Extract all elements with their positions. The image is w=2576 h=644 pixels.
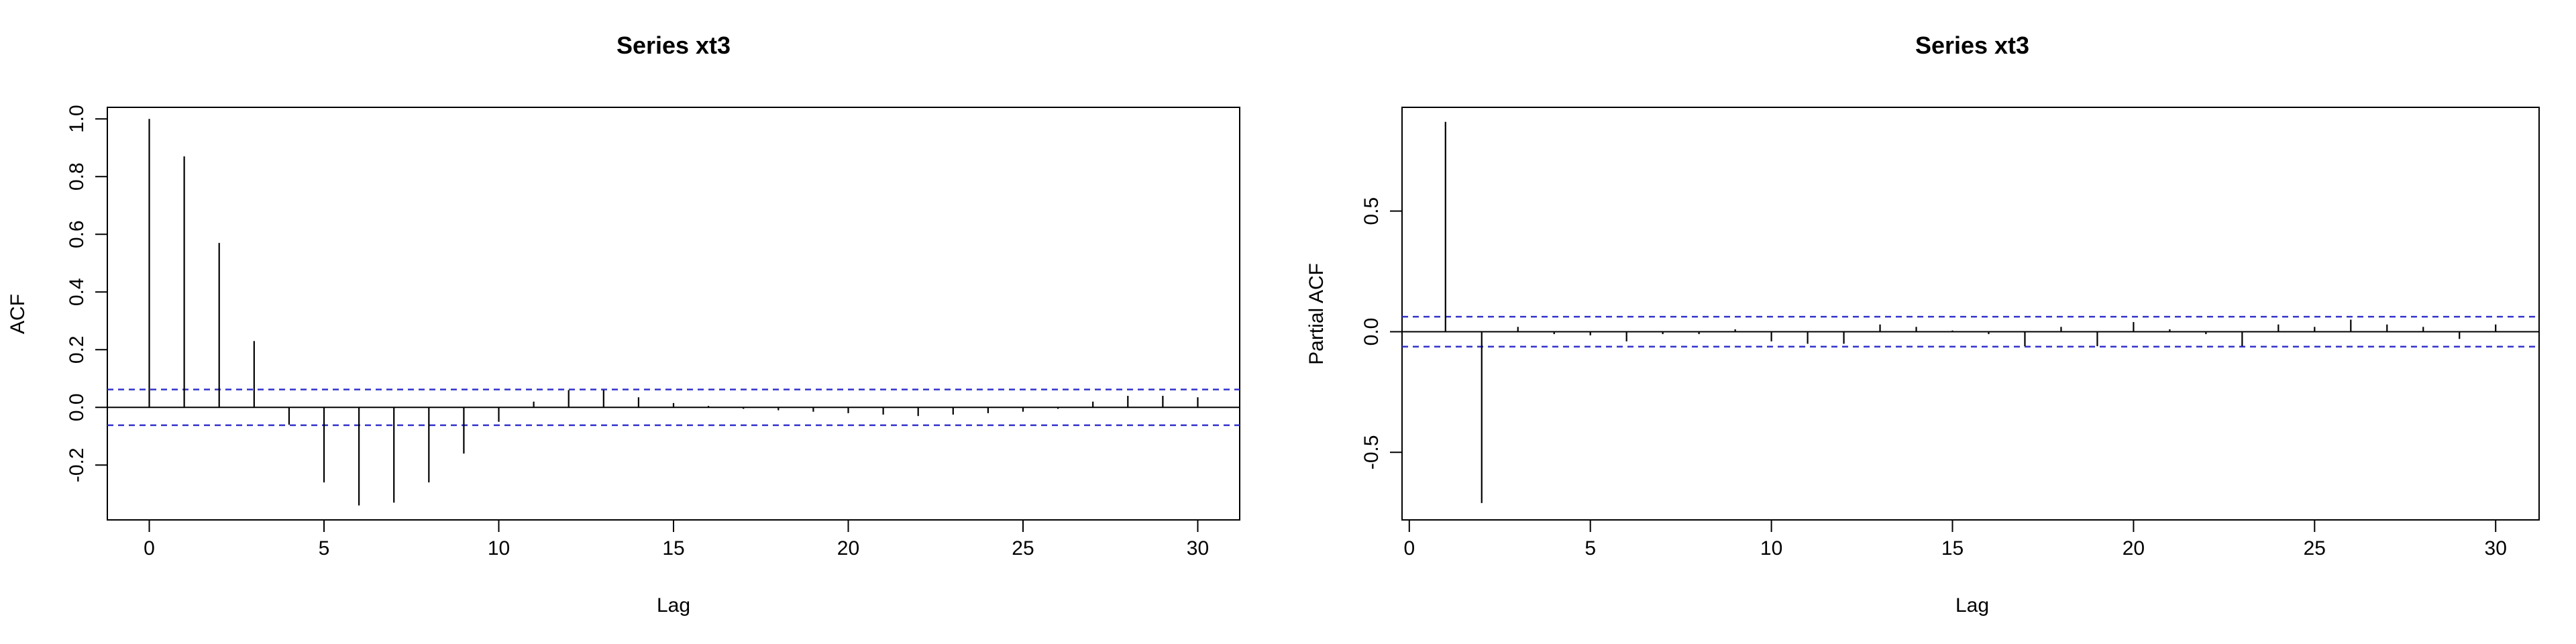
acf-ylabel: ACF — [7, 294, 29, 334]
acf-xtick-label: 5 — [319, 537, 330, 559]
pacf-xtick-label: 15 — [1941, 537, 1964, 559]
pacf-panel: Series xt3 Lag Partial ACF 0 5 10 15 20 25 30 … — [1305, 32, 2540, 616]
pacf-xtick-label: 10 — [1760, 537, 1782, 559]
acf-ytick-label: -0.2 — [66, 447, 88, 482]
pacf-xtick-label: 30 — [2485, 537, 2507, 559]
pacf-ylabel: Partial ACF — [1305, 263, 1328, 365]
pacf-ytick-label: -0.5 — [1360, 435, 1383, 470]
pacf-xtick-label: 5 — [1585, 537, 1596, 559]
acf-xtick-label: 20 — [837, 537, 859, 559]
acf-xtick-label: 15 — [662, 537, 684, 559]
pacf-xlabel: Lag — [1955, 594, 1989, 616]
acf-ytick-label: 1.0 — [66, 105, 88, 133]
acf-ytick-label: 0.8 — [66, 162, 88, 191]
acf-ytick-label: 0.2 — [66, 335, 88, 364]
acf-xtick-label: 25 — [1012, 537, 1034, 559]
acf-ytick-label: 0.0 — [66, 393, 88, 421]
acf-panel: Series xt3 Lag ACF 0 5 10 15 20 25 30 -0.2 0.0 0… — [7, 32, 1240, 616]
acf-xtick-label: 30 — [1187, 537, 1209, 559]
pacf-xtick-label: 20 — [2123, 537, 2145, 559]
pacf-xtick-label: 25 — [2304, 537, 2326, 559]
pacf-xtick-label: 0 — [1403, 537, 1415, 559]
acf-xtick-label: 10 — [488, 537, 510, 559]
pacf-ytick-label: 0.5 — [1360, 197, 1383, 225]
pacf-plot-frame — [1401, 107, 2540, 521]
acf-xtick-label: 0 — [144, 537, 155, 559]
acf-ytick-label: 0.6 — [66, 220, 88, 248]
acf-xlabel: Lag — [657, 594, 690, 616]
pacf-title: Series xt3 — [1915, 32, 2029, 59]
acf-title: Series xt3 — [616, 32, 731, 59]
acf-plot-frame — [107, 107, 1240, 521]
pacf-ytick-label: 0.0 — [1360, 318, 1383, 346]
acf-ytick-label: 0.4 — [66, 278, 88, 306]
